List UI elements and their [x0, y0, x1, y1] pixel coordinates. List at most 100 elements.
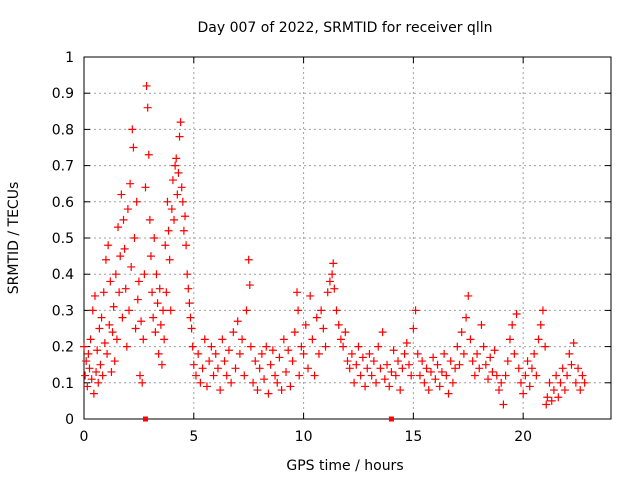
data-point [97, 313, 106, 322]
data-point [404, 360, 413, 369]
data-point [168, 176, 177, 185]
data-point [505, 335, 514, 344]
data-point [569, 338, 578, 347]
data-points [80, 81, 589, 422]
data-point [233, 317, 242, 326]
x-axis-label: GPS time / hours [286, 458, 403, 474]
data-point [184, 284, 193, 293]
data-point [189, 360, 198, 369]
data-point [284, 346, 293, 355]
data-point [202, 382, 211, 391]
data-point [121, 284, 130, 293]
axis-ticks [83, 56, 611, 420]
data-point [560, 386, 569, 395]
data-point [84, 349, 93, 358]
data-point [82, 357, 91, 366]
data-point [90, 291, 99, 300]
data-point [343, 357, 352, 366]
data-point [104, 241, 113, 250]
data-point [294, 306, 303, 315]
data-point [253, 386, 262, 395]
data-point [301, 320, 310, 329]
data-point [95, 324, 104, 333]
data-point [138, 378, 147, 387]
data-point [574, 364, 583, 373]
data-point [268, 346, 277, 355]
data-point [177, 183, 186, 192]
data-point [365, 349, 374, 358]
data-point [552, 371, 561, 380]
data-point [200, 335, 209, 344]
data-point [275, 353, 284, 362]
data-point [567, 360, 576, 369]
data-point [565, 349, 574, 358]
data-point [128, 125, 137, 134]
data-point [334, 320, 343, 329]
data-point [105, 320, 114, 329]
data-point [372, 378, 381, 387]
data-point [185, 299, 194, 308]
data-point [120, 244, 129, 253]
data-point [122, 342, 131, 351]
y-axis-label: SRMTID / TECUs [6, 182, 22, 295]
data-point [495, 386, 504, 395]
data-point [132, 197, 141, 206]
data-point [499, 400, 508, 409]
data-point [363, 364, 372, 373]
y-tick-label: 1 [65, 50, 74, 66]
data-point [110, 357, 119, 366]
data-point [308, 335, 317, 344]
data-point [127, 262, 136, 271]
data-point [433, 360, 442, 369]
data-point [563, 371, 572, 380]
data-point [545, 378, 554, 387]
data-point [374, 342, 383, 351]
data-point [118, 313, 127, 322]
data-point [155, 284, 164, 293]
data-point [580, 378, 589, 387]
data-point [140, 270, 149, 279]
data-point [402, 338, 411, 347]
data-point [288, 357, 297, 366]
data-point [448, 378, 457, 387]
data-point [88, 306, 97, 315]
data-point [213, 364, 222, 373]
data-point [347, 349, 356, 358]
data-point [245, 281, 254, 290]
data-point [93, 346, 102, 355]
data-point [101, 255, 110, 264]
data-point [131, 324, 140, 333]
data-point [440, 349, 449, 358]
data-point [325, 277, 334, 286]
data-point [354, 342, 363, 351]
data-point [446, 357, 455, 366]
data-point [542, 400, 551, 409]
data-point [547, 396, 556, 405]
data-point [119, 215, 128, 224]
data-point [137, 317, 146, 326]
data-point [271, 371, 280, 380]
data-point [129, 143, 138, 152]
data-point [457, 328, 466, 337]
data-point [171, 161, 180, 170]
data-point [116, 252, 125, 261]
data-point [497, 378, 506, 387]
data-point [475, 364, 484, 373]
data-point [94, 378, 103, 387]
data-point [205, 357, 214, 366]
data-point [329, 259, 338, 268]
data-point [211, 349, 220, 358]
data-point [106, 277, 115, 286]
data-point [148, 288, 157, 297]
data-point [89, 389, 98, 398]
data-point [198, 364, 207, 373]
data-point [172, 154, 181, 163]
data-point [229, 328, 238, 337]
data-point [166, 306, 175, 315]
data-point [154, 349, 163, 358]
data-point [85, 364, 94, 373]
data-point [117, 190, 126, 199]
data-point [163, 197, 172, 206]
data-point [534, 335, 543, 344]
data-point [238, 335, 247, 344]
